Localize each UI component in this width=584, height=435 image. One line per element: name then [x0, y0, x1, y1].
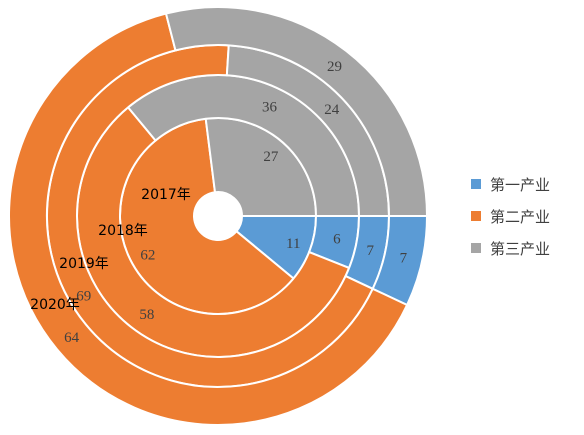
data-label-2020-primary: 7 [400, 250, 408, 266]
ring-label-2017: 2017年 [141, 187, 191, 203]
legend-label-secondary: 第二产业 [490, 207, 551, 226]
data-label-2017-primary: 11 [286, 236, 300, 252]
data-label-2017-tertiary: 27 [263, 149, 279, 165]
data-label-2020-secondary: 64 [64, 330, 80, 346]
data-label-2017-secondary: 62 [140, 248, 155, 264]
legend: 第一产业 第二产业 第三产业 [471, 172, 550, 268]
slice-2020-secondary [8, 12, 409, 426]
data-label-2018-secondary: 58 [139, 307, 154, 323]
legend-item-tertiary-industry: 第三产业 [471, 236, 550, 260]
slice-2020-tertiary [164, 6, 429, 217]
ring-label-2020: 2020年 [30, 297, 80, 313]
legend-item-primary-industry: 第一产业 [471, 172, 550, 196]
data-label-2019-tertiary: 24 [324, 102, 340, 118]
legend-swatch-secondary [471, 211, 481, 221]
data-label-2018-tertiary: 36 [262, 100, 278, 116]
legend-item-secondary-industry: 第二产业 [471, 204, 550, 228]
legend-label-primary: 第一产业 [490, 175, 551, 194]
data-label-2019-secondary: 69 [76, 288, 91, 304]
data-label-2020-tertiary: 29 [327, 59, 342, 75]
legend-swatch-tertiary [471, 243, 481, 253]
legend-swatch-primary [471, 179, 481, 189]
ring-label-2019: 2019年 [59, 256, 109, 272]
ring-label-2018: 2018年 [98, 223, 148, 239]
data-label-2018-primary: 6 [333, 232, 341, 248]
legend-label-tertiary: 第三产业 [490, 239, 551, 258]
data-label-2019-primary: 7 [366, 243, 374, 259]
